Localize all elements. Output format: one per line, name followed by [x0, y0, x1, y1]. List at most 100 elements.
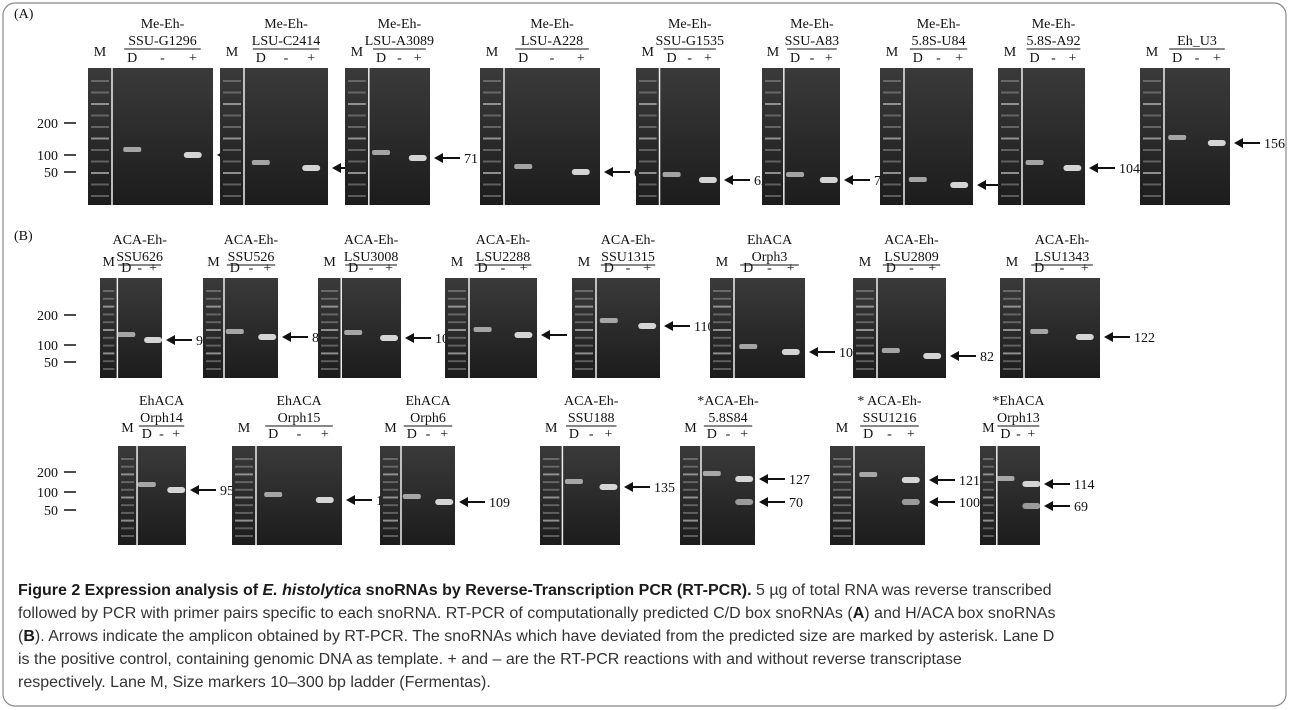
- ladder-band: [983, 535, 994, 537]
- ladder-band: [235, 496, 253, 499]
- arrow-head: [977, 180, 986, 190]
- ladder-band: [765, 103, 781, 105]
- ladder-band: [856, 336, 874, 339]
- ladder-band: [348, 149, 366, 151]
- ladder-band: [1001, 172, 1019, 174]
- marker-size-label: 50: [44, 356, 58, 371]
- ladder-band: [765, 160, 781, 163]
- ladder-band: [543, 473, 560, 476]
- ladder-band: [1001, 103, 1019, 105]
- ladder-band: [235, 527, 253, 530]
- arrow-head: [434, 153, 443, 163]
- gel-panel: ACA-Eh- SSU188 M D - +135: [540, 394, 675, 545]
- lane-label: M: [1146, 45, 1159, 60]
- ladder-band: [856, 321, 874, 324]
- gel-title: Me-Eh-: [264, 17, 308, 32]
- ladder-band: [348, 114, 366, 117]
- ladder-band: [206, 313, 221, 316]
- arrow-head: [541, 330, 550, 340]
- ladder-band: [833, 473, 851, 476]
- ladder-band: [639, 149, 657, 151]
- lane-label: M: [384, 421, 397, 436]
- lane-label: D: [256, 51, 266, 66]
- gel-image: [980, 446, 1040, 545]
- band: [144, 337, 163, 343]
- gel-title: LSU2809: [884, 250, 938, 265]
- ladder-band: [856, 313, 874, 316]
- ladder-band: [713, 336, 731, 339]
- ladder-band: [483, 172, 501, 174]
- lane-label: -: [687, 51, 692, 66]
- ladder-band: [1143, 149, 1161, 151]
- ladder-band: [91, 149, 109, 151]
- lane-label: +: [519, 261, 527, 276]
- lane-label: -: [726, 427, 731, 442]
- ladder-band: [383, 488, 398, 491]
- panel-label: (A): [14, 7, 34, 22]
- lane-label: +: [321, 427, 329, 442]
- ladder-band: [683, 527, 698, 530]
- caption-text: ) and H/ACA box snoRNAs: [864, 605, 1055, 622]
- ladder-band: [448, 352, 466, 355]
- ladder-band: [833, 511, 851, 514]
- ladder-band: [383, 511, 398, 514]
- lane-label: D: [743, 261, 753, 276]
- ladder-band: [223, 149, 241, 151]
- ladder-band: [103, 297, 115, 300]
- lane-label: +: [263, 261, 271, 276]
- ladder-band: [765, 114, 781, 117]
- gel-title: LSU2288: [476, 250, 530, 265]
- amplicon-size: 109: [489, 496, 510, 511]
- lane-label: -: [626, 261, 631, 276]
- ladder-band: [91, 160, 109, 163]
- ladder-band: [765, 91, 781, 94]
- ladder-band: [983, 519, 994, 522]
- ladder-band: [235, 481, 253, 484]
- ladder-band: [483, 114, 501, 117]
- ladder-band: [1003, 368, 1021, 370]
- ladder-band: [543, 465, 560, 468]
- band: [435, 499, 454, 505]
- ladder-band: [1003, 360, 1021, 363]
- ladder-band: [883, 114, 901, 117]
- ladder-band: [483, 183, 501, 186]
- ladder-band: [235, 473, 253, 476]
- lane-label: -: [160, 51, 165, 66]
- gel-title: ACA-Eh-: [344, 233, 399, 248]
- lane-label: M: [1004, 45, 1017, 60]
- ladder-band: [448, 297, 466, 300]
- ladder-band: [348, 80, 366, 82]
- ladder-band: [103, 313, 115, 316]
- lane-label: M: [226, 45, 239, 60]
- ladder-band: [321, 336, 339, 339]
- ladder-band: [121, 481, 135, 484]
- gel-title: Me-Eh-: [530, 17, 574, 32]
- ladder-band: [235, 535, 253, 537]
- ladder-band: [206, 344, 221, 347]
- gel-title: EhACA: [139, 394, 185, 409]
- arrow-head: [604, 167, 613, 177]
- ladder-band: [833, 488, 851, 491]
- ladder-band: [883, 137, 901, 140]
- ladder-band: [448, 368, 466, 370]
- gel-panel: * ACA-Eh- SSU1216 M D - +121 100: [830, 394, 980, 545]
- marker-size-label: 100: [37, 486, 58, 501]
- lane-label: D: [886, 261, 896, 276]
- lane-label: D: [1034, 261, 1044, 276]
- ladder-band: [883, 91, 901, 94]
- gel-panel: ACA-Eh- LSU2809 M D - +82: [853, 233, 994, 378]
- ladder-band: [883, 195, 901, 197]
- ladder-band: [713, 360, 731, 363]
- lane-label: +: [1027, 427, 1035, 442]
- ladder-band: [1001, 91, 1019, 94]
- lane-label: +: [577, 51, 585, 66]
- lane-label: +: [385, 261, 393, 276]
- band: [117, 332, 136, 337]
- ladder-band: [543, 496, 560, 499]
- band: [344, 330, 363, 335]
- ladder-band: [639, 183, 657, 186]
- lane-label: -: [936, 51, 941, 66]
